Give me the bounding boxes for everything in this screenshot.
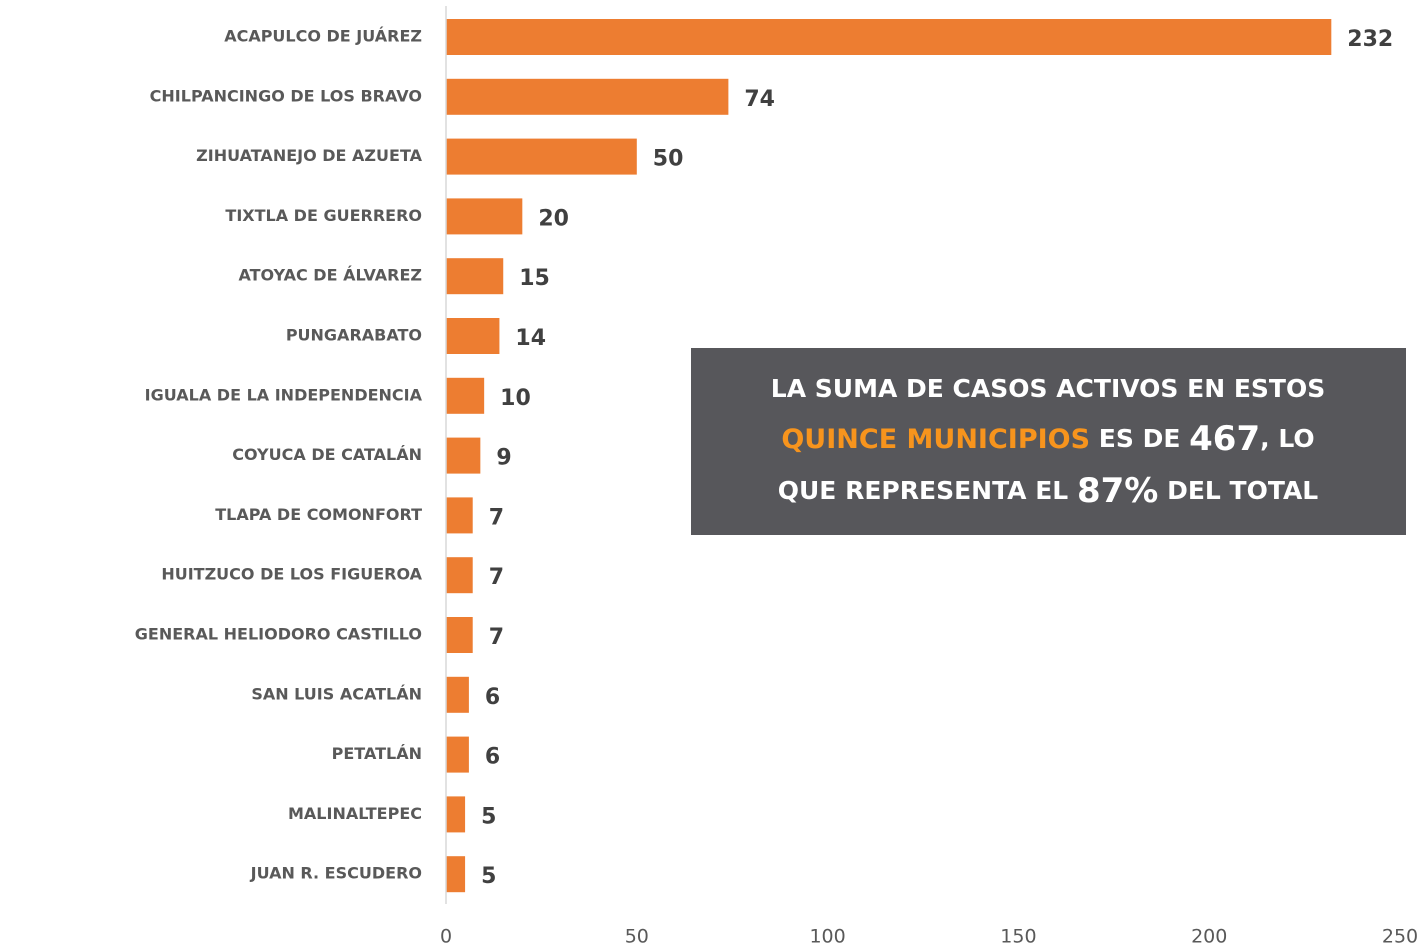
value-label: 10 (500, 386, 531, 411)
value-label: 7 (489, 565, 504, 590)
value-label: 5 (481, 804, 496, 829)
value-label: 74 (744, 87, 775, 112)
y-tick-label: IGUALA DE LA INDEPENDENCIA (145, 385, 423, 404)
y-tick-label: CHILPANCINGO DE LOS BRAVO (150, 86, 422, 105)
x-tick-label: 50 (625, 926, 649, 947)
bar (446, 318, 500, 354)
bar (446, 497, 473, 534)
value-label: 15 (519, 266, 550, 291)
bar (446, 138, 637, 175)
annotation-number: 467 (1189, 419, 1260, 459)
annotation-line: LA SUMA DE CASOS ACTIVOS EN ESTOS (771, 374, 1325, 403)
y-tick-label: HUITZUCO DE LOS FIGUEROA (161, 565, 422, 584)
annotation-box (691, 348, 1406, 535)
bar (446, 198, 523, 235)
y-tick-label: MALINALTEPEC (288, 804, 422, 823)
x-tick-label: 150 (1000, 926, 1036, 947)
x-tick-label: 100 (809, 926, 845, 947)
bar (446, 736, 469, 773)
y-tick-label: ZIHUATANEJO DE AZUETA (196, 146, 422, 165)
bar (446, 557, 473, 594)
value-label: 50 (653, 147, 684, 172)
value-label: 7 (489, 625, 504, 650)
annotation-number: 87% (1077, 471, 1158, 511)
annotation-text: ES DE (1099, 424, 1181, 453)
annotation-text: , LO (1260, 424, 1315, 453)
value-label: 6 (485, 745, 500, 770)
annotation-line: QUE REPRESENTA EL 87% DEL TOTAL (778, 471, 1319, 511)
bar (446, 377, 485, 414)
bar (446, 437, 481, 474)
value-label: 7 (489, 505, 504, 530)
value-label: 14 (515, 326, 546, 351)
y-tick-label: GENERAL HELIODORO CASTILLO (135, 625, 422, 644)
bar (446, 78, 729, 115)
value-label: 20 (538, 206, 569, 231)
bar (446, 676, 469, 713)
annotation-line: QUINCE MUNICIPIOS ES DE 467, LO (781, 419, 1314, 459)
y-tick-label: ATOYAC DE ÁLVAREZ (238, 266, 422, 285)
y-tick-label: TIXTLA DE GUERRERO (225, 206, 422, 225)
x-tick-label: 250 (1382, 926, 1418, 947)
value-label: 9 (496, 446, 511, 471)
value-label: 232 (1347, 27, 1393, 52)
bar (446, 19, 1332, 55)
y-tick-label: ACAPULCO DE JUÁREZ (224, 27, 422, 46)
value-label: 6 (485, 685, 500, 710)
y-tick-label: COYUCA DE CATALÁN (232, 445, 422, 464)
y-tick-label: PUNGARABATO (286, 326, 422, 345)
bar (446, 796, 466, 833)
annotation-text: QUE REPRESENTA EL (778, 476, 1069, 505)
x-tick-label: 0 (440, 926, 452, 947)
annotation-highlight: QUINCE MUNICIPIOS (781, 424, 1090, 455)
y-tick-label: SAN LUIS ACATLÁN (251, 684, 422, 703)
annotation-text: DEL TOTAL (1167, 476, 1318, 505)
y-tick-label: JUAN R. ESCUDERO (250, 864, 422, 883)
bar (446, 617, 473, 653)
y-tick-label: TLAPA DE COMONFORT (215, 505, 422, 524)
value-label: 5 (481, 864, 496, 889)
bar (446, 258, 504, 295)
bar (446, 856, 466, 893)
x-tick-label: 200 (1191, 926, 1227, 947)
annotation-text: LA SUMA DE CASOS ACTIVOS EN ESTOS (771, 374, 1325, 403)
y-tick-label: PETATLÁN (332, 744, 422, 763)
